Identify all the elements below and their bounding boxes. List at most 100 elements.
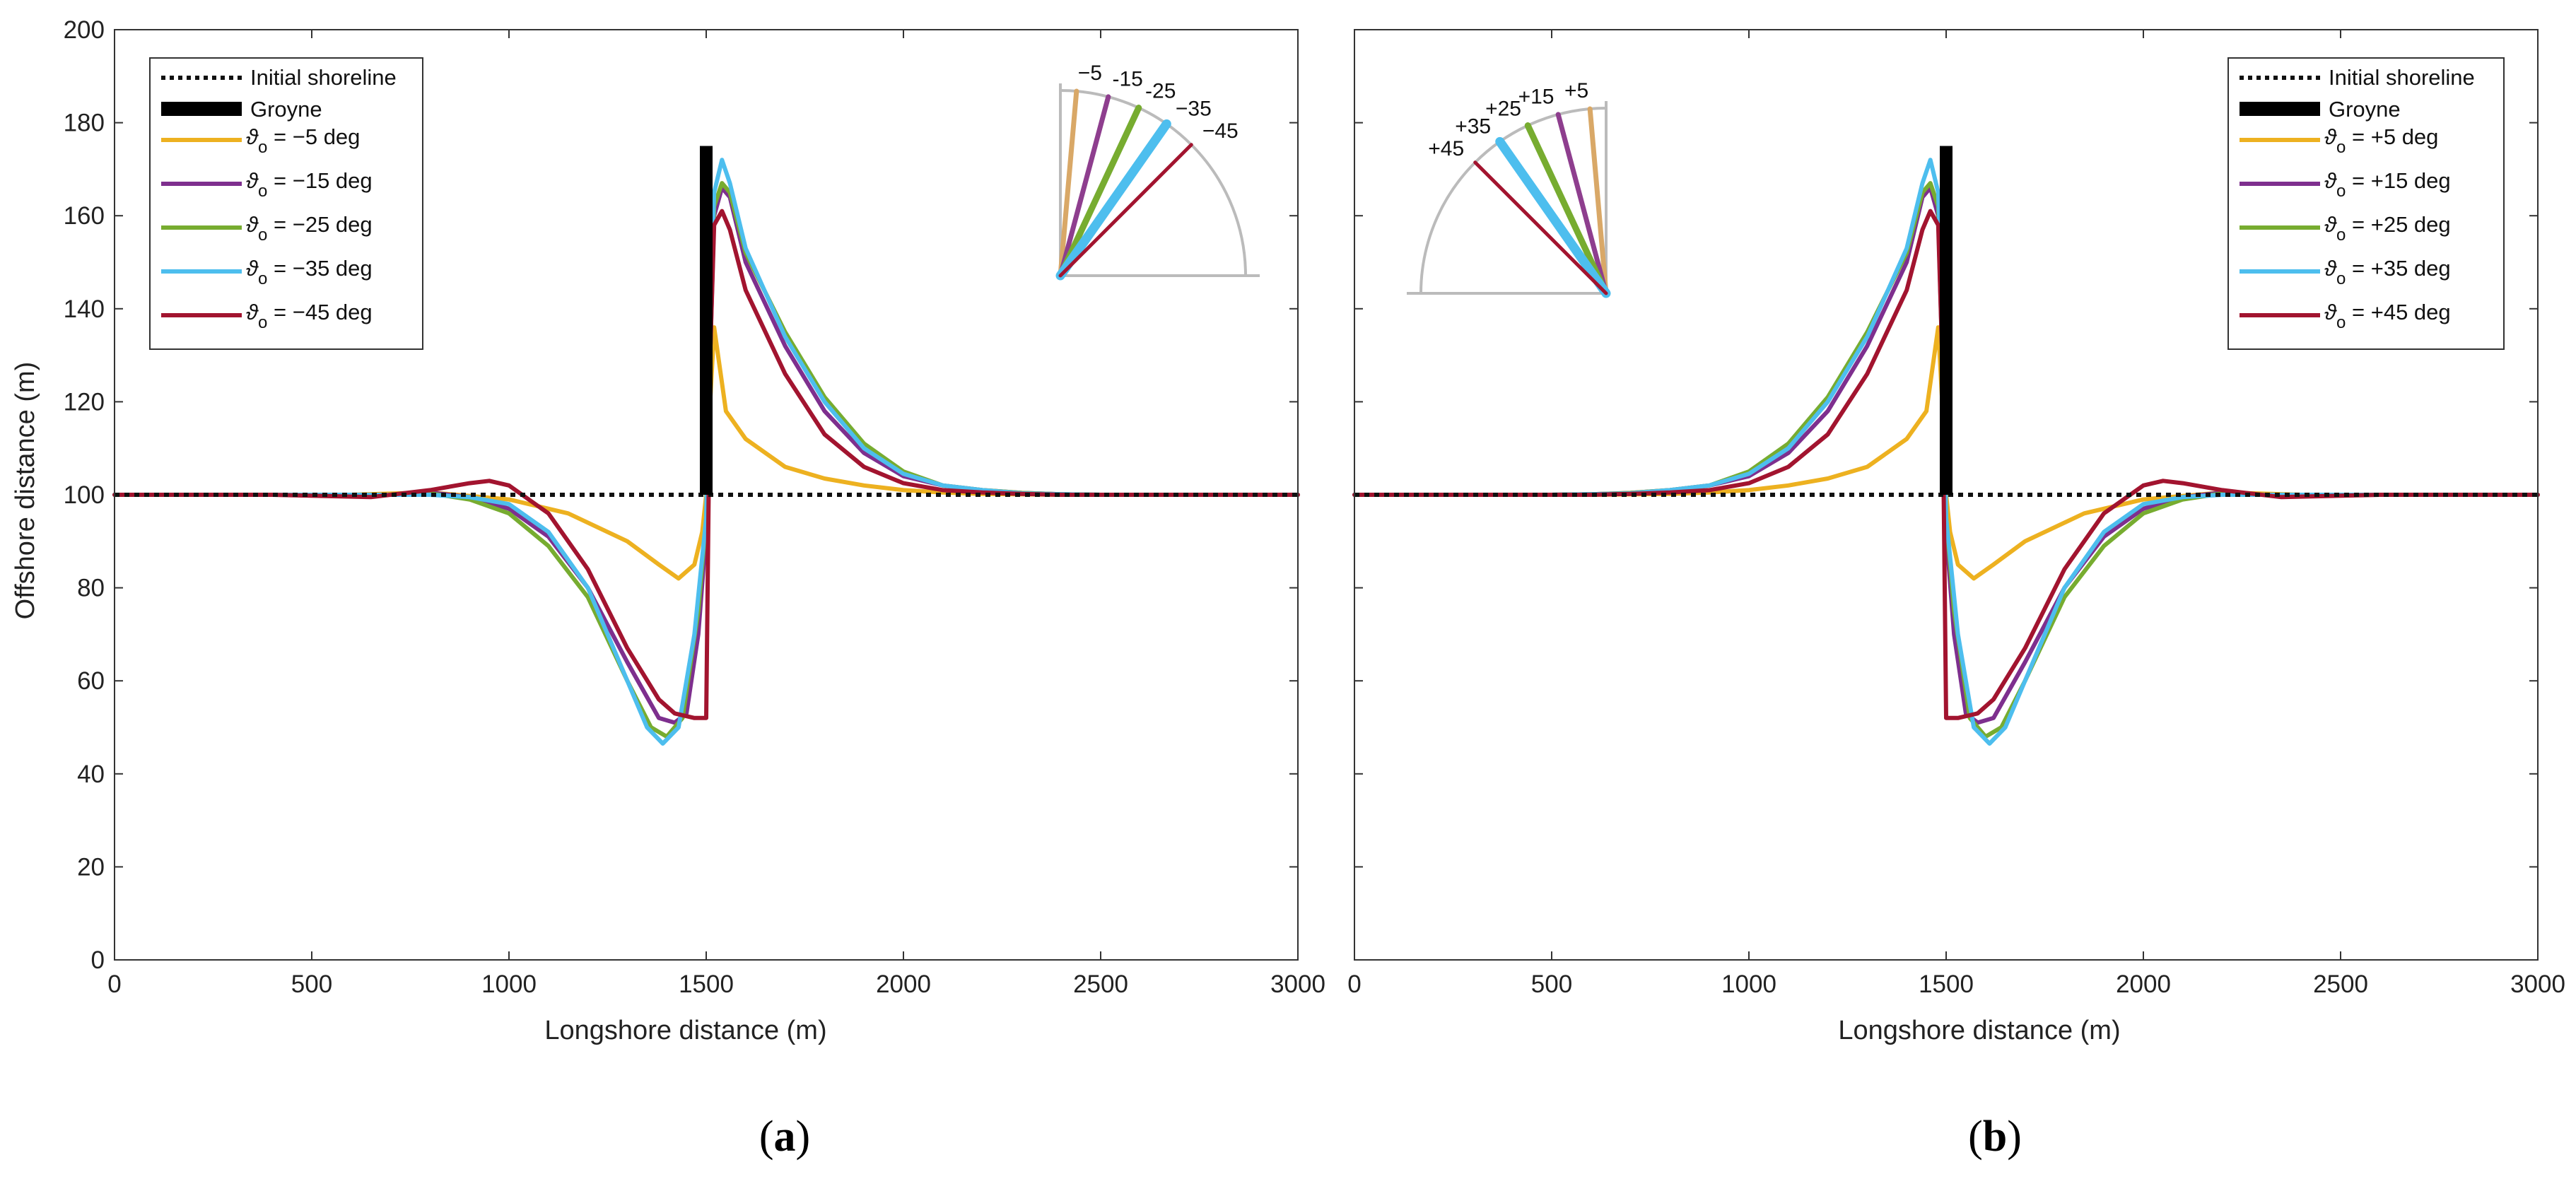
x-axis-label-a: Longshore distance (m) xyxy=(544,1016,826,1045)
x-tick-label: 2500 xyxy=(1073,970,1128,998)
inset-label-1: −5 xyxy=(1078,61,1102,85)
y-tick-label: 160 xyxy=(64,202,105,230)
inset-ray-2 xyxy=(1555,112,1609,296)
inset-label-5: −45 xyxy=(1202,119,1239,143)
x-tick-label: 500 xyxy=(1531,970,1572,998)
x-tick-label: 0 xyxy=(1347,970,1361,998)
legend-value: = +35 deg xyxy=(2346,256,2450,281)
y-axis-label-a: Offshore distance (m) xyxy=(11,362,40,620)
legend-value: = −5 deg xyxy=(267,124,360,149)
y-tick-label: 140 xyxy=(64,295,105,323)
legend-symbol: ϑ xyxy=(2324,212,2337,237)
legend-value: = +25 deg xyxy=(2346,212,2450,237)
plot-area-b xyxy=(1352,146,2540,746)
legend-subscript: o xyxy=(258,182,267,201)
y-tick-label: 20 xyxy=(77,853,105,881)
legend-symbol: ϑ xyxy=(2324,168,2337,193)
caption-b-letter: b xyxy=(1983,1113,2007,1161)
axes-frame-a xyxy=(114,29,1299,961)
legend-value: = −45 deg xyxy=(267,300,372,324)
legend-label-5: ϑo = +45 deg xyxy=(2324,300,2451,332)
legend-groyne-label-a: Groyne xyxy=(250,97,322,122)
legend-value: = −25 deg xyxy=(267,212,372,237)
inset-label-3: +25 xyxy=(1485,98,1521,121)
legend-value: = +5 deg xyxy=(2346,124,2438,149)
legend-subscript: o xyxy=(258,313,267,332)
legend-subscript: o xyxy=(258,269,267,288)
legend-groyne-label-b: Groyne xyxy=(2329,97,2401,122)
axes-frame-b xyxy=(1354,29,2539,961)
inset-label-5: +45 xyxy=(1428,137,1464,160)
groyne-bar xyxy=(700,146,713,495)
inset-angle-diagram-b: +5 +15+25+35+45 xyxy=(1407,79,1611,298)
x-tick-label: 2000 xyxy=(876,970,931,998)
x-axis-label-b: Longshore distance (m) xyxy=(1838,1016,2120,1045)
y-tick-label: 120 xyxy=(64,388,105,416)
x-tick-label: 3000 xyxy=(1270,970,1325,998)
x-tick-label: 2500 xyxy=(2313,970,2368,998)
caption-a: (a) xyxy=(759,1113,810,1161)
legend-subscript: o xyxy=(2336,225,2346,245)
legend-label-1: ϑo = +5 deg xyxy=(2324,124,2438,157)
legend-symbol: ϑ xyxy=(2324,300,2337,324)
legend-value: = +45 deg xyxy=(2346,300,2450,324)
legend-symbol: ϑ xyxy=(246,124,259,149)
legend-subscript: o xyxy=(2336,182,2346,201)
x-tick-label: 1500 xyxy=(1919,970,1974,998)
caption-a-letter: a xyxy=(774,1113,796,1161)
y-tick-label: 80 xyxy=(77,575,105,602)
legend-symbol: ϑ xyxy=(246,212,259,237)
legend-value: = −15 deg xyxy=(267,168,372,193)
x-tick-label: 1500 xyxy=(679,970,734,998)
legend-symbol: ϑ xyxy=(2324,256,2337,281)
y-tick-label: 180 xyxy=(64,110,105,137)
legend-label-5: ϑo = −45 deg xyxy=(246,300,373,332)
legend-label-4: ϑo = −35 deg xyxy=(246,256,373,288)
inset-ray-5 xyxy=(1473,160,1608,295)
y-tick-label: 200 xyxy=(64,16,105,44)
inset-ray-1 xyxy=(1058,88,1079,278)
legend-shoreline-label-b: Initial shoreline xyxy=(2329,65,2475,90)
legend-label-3: ϑo = +25 deg xyxy=(2324,212,2451,245)
inset-ray-4 xyxy=(1495,136,1611,298)
inset-angle-diagram-a: −5 -15-25−35−45 xyxy=(1055,61,1260,281)
legend-value: = +15 deg xyxy=(2346,168,2450,193)
x-tick-label: 1000 xyxy=(481,970,537,998)
inset-ray-3 xyxy=(1524,122,1610,297)
y-tick-label: 60 xyxy=(77,667,105,695)
y-tick-label: 40 xyxy=(77,761,105,788)
legend-groyne-swatch-a xyxy=(161,102,242,116)
legend-groyne-swatch-b xyxy=(2240,102,2320,116)
legend-label-1: ϑo = −5 deg xyxy=(246,124,360,157)
inset-ray-4 xyxy=(1055,119,1171,281)
legend-label-4: ϑo = +35 deg xyxy=(2324,256,2451,288)
y-tick-label: 0 xyxy=(91,946,105,974)
inset-label-4: +35 xyxy=(1455,115,1491,138)
x-tick-label: 500 xyxy=(291,970,332,998)
legend-label-2: ϑo = −15 deg xyxy=(246,168,373,201)
inset-ray-2 xyxy=(1058,94,1111,278)
legend-symbol: ϑ xyxy=(246,256,259,281)
inset-label-2: -15 xyxy=(1113,68,1143,91)
legend-symbol: ϑ xyxy=(246,300,259,324)
legend-subscript: o xyxy=(2336,138,2346,157)
legend-subscript: o xyxy=(258,138,267,157)
axis-ticks-a: 0 500 1000 1500 2000 2500 3000 0 20 40 60 80 100 120 1… xyxy=(64,16,1325,998)
chart-panel-a: 0 500 1000 1500 2000 2500 3000 0 20 40 60 80 100 120 1… xyxy=(11,16,1325,1045)
legend-shoreline-label-a: Initial shoreline xyxy=(250,65,397,90)
inset-ray-5 xyxy=(1058,143,1193,278)
x-tick-label: 2000 xyxy=(2116,970,2171,998)
legend-symbol: ϑ xyxy=(2324,124,2337,149)
legend-symbol: ϑ xyxy=(246,168,259,193)
x-tick-label: 1000 xyxy=(1721,970,1776,998)
x-tick-label: 0 xyxy=(107,970,121,998)
plot-area-a xyxy=(112,146,1300,746)
legend-label-3: ϑo = −25 deg xyxy=(246,212,373,245)
legend-label-2: ϑo = +15 deg xyxy=(2324,168,2451,201)
inset-label-1: +5 xyxy=(1564,79,1588,102)
y-tick-label: 100 xyxy=(64,481,105,509)
legend-subscript: o xyxy=(258,225,267,245)
